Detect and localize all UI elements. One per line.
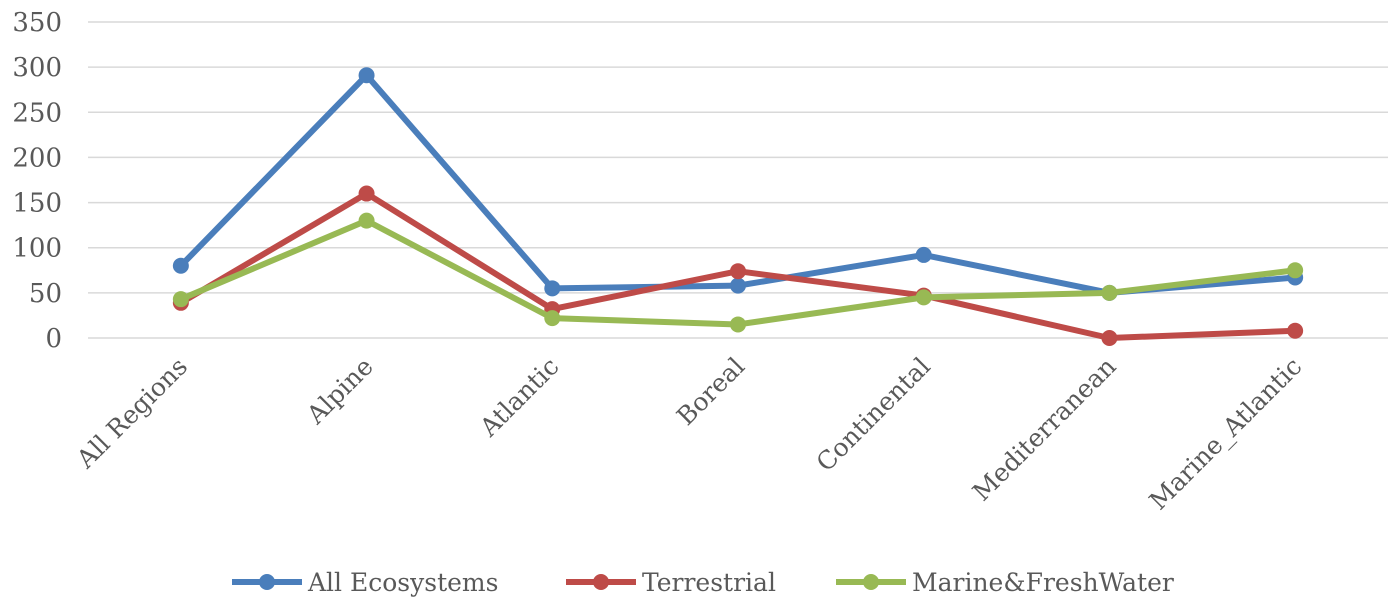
data-point xyxy=(359,213,375,229)
data-point xyxy=(544,280,560,296)
series-lines xyxy=(173,67,1303,346)
data-point xyxy=(730,278,746,294)
x-tick-label: Mediterranean xyxy=(967,352,1122,507)
x-tick-label: Boreal xyxy=(671,352,750,431)
y-tick-label: 50 xyxy=(29,279,62,309)
legend-label: All Ecosystems xyxy=(307,568,498,597)
data-point xyxy=(916,289,932,305)
data-point xyxy=(1101,330,1117,346)
legend-marker xyxy=(863,574,879,590)
x-tick-label: Marine_Atlantic xyxy=(1144,352,1308,516)
data-point xyxy=(730,263,746,279)
x-tick-label: Continental xyxy=(811,352,936,477)
legend-item: Marine&FreshWater xyxy=(836,568,1174,597)
data-point xyxy=(359,67,375,83)
data-point xyxy=(544,310,560,326)
legend-item: All Ecosystems xyxy=(232,568,498,597)
y-tick-label: 100 xyxy=(12,234,62,264)
x-tick-label: Atlantic xyxy=(474,352,565,443)
y-tick-label: 200 xyxy=(12,143,62,173)
data-point xyxy=(1287,262,1303,278)
data-point xyxy=(359,186,375,202)
legend-marker xyxy=(593,574,609,590)
legend: All Ecosystems Terrestrial Marine&FreshWat… xyxy=(232,568,1174,597)
x-tick-label: Alpine xyxy=(300,352,378,430)
data-point xyxy=(1101,285,1117,301)
data-point xyxy=(173,291,189,307)
y-tick-label: 0 xyxy=(45,324,62,354)
y-tick-label: 250 xyxy=(12,98,62,128)
data-point xyxy=(1287,323,1303,339)
legend-marker xyxy=(259,574,275,590)
legend-label: Terrestrial xyxy=(642,568,776,597)
data-point xyxy=(730,316,746,332)
data-point xyxy=(173,258,189,274)
x-axis-ticks: All Regions Alpine Atlantic Boreal Continent… xyxy=(70,352,1307,516)
y-tick-label: 150 xyxy=(12,189,62,219)
y-tick-label: 300 xyxy=(12,53,62,83)
y-tick-label: 350 xyxy=(12,8,62,38)
legend-label: Marine&FreshWater xyxy=(912,568,1174,597)
legend-item: Terrestrial xyxy=(566,568,776,597)
x-tick-label: All Regions xyxy=(70,352,193,475)
series-line xyxy=(181,75,1295,293)
data-point xyxy=(916,247,932,263)
y-axis-ticks: 0 50 100 150 200 250 300 350 xyxy=(12,8,62,354)
